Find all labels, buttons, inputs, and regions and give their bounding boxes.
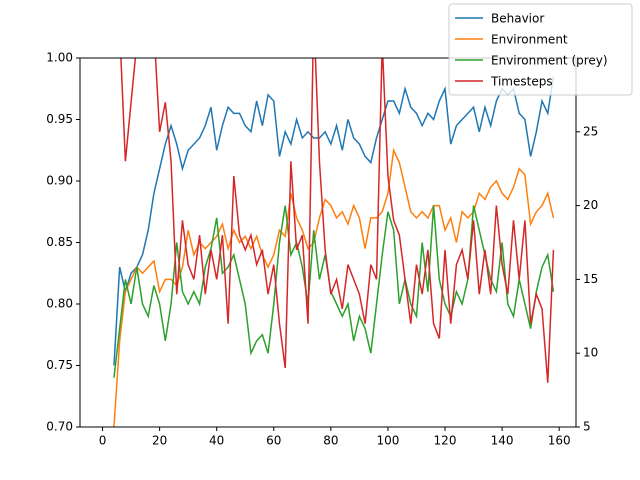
x-tick-label: 80 [323, 434, 338, 448]
x-tick-label: 0 [99, 434, 107, 448]
x-tick-label: 160 [548, 434, 571, 448]
y-tick-label: 0.70 [46, 420, 73, 434]
x-tick-label: 100 [376, 434, 399, 448]
y2-tick-label: 25 [583, 124, 598, 138]
legend-label: Environment [491, 33, 568, 47]
series-line [113, 147, 555, 427]
plot-area [113, 58, 555, 427]
y-tick-label: 0.80 [46, 297, 73, 311]
x-tick-label: 60 [266, 434, 281, 448]
legend: Behavior Environment Environment (prey) Tim… [448, 3, 633, 96]
legend-box [448, 3, 633, 96]
y-tick-label: 0.85 [46, 235, 73, 249]
y-tick-label: 0.95 [46, 112, 73, 126]
y-tick-label: 0.90 [46, 174, 73, 188]
legend-label: Timesteps [490, 75, 553, 89]
y2-tick-label: 10 [583, 346, 598, 360]
series-line [113, 76, 555, 366]
series-line [120, 58, 555, 383]
x-tick-label: 20 [152, 434, 167, 448]
y2-tick-label: 15 [583, 272, 598, 286]
y-tick-label: 1.00 [46, 51, 73, 65]
x-tick-label: 120 [434, 434, 457, 448]
y2-tick-label: 5 [583, 420, 591, 434]
y-tick-label: 0.75 [46, 358, 73, 372]
y2-tick-label: 20 [583, 198, 598, 212]
x-tick-label: 140 [491, 434, 514, 448]
legend-label: Environment (prey) [491, 54, 608, 68]
series-line [113, 205, 555, 378]
legend-label: Behavior [491, 12, 544, 26]
x-tick-label: 40 [209, 434, 224, 448]
